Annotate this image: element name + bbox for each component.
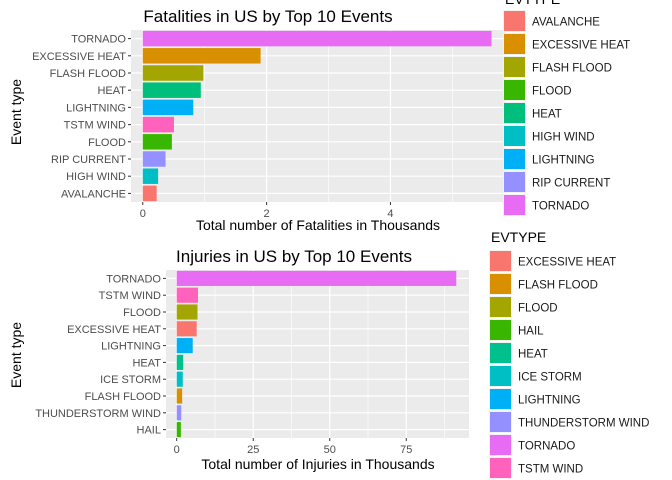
injuries-bar — [176, 354, 184, 370]
fatalities-legend-label: HEAT — [532, 109, 562, 121]
injuries-bar — [176, 338, 193, 354]
injuries-bar — [176, 270, 457, 286]
injuries-legend-label: HEAT — [518, 349, 548, 361]
injuries-y-tick-label: FLASH FLOOD — [85, 391, 161, 403]
fatalities-legend-label: FLOOD — [532, 86, 572, 98]
fatalities-legend: EVTYPE AVALANCHE EXCESSIVE HEAT FLASH FLOOD… — [503, 0, 630, 216]
injuries-legend: EVTYPE EXCESSIVE HEAT FLASH FLOOD FLOOD HAIL… — [489, 229, 649, 479]
fatalities-y-tick-label: RIP CURRENT — [51, 154, 126, 166]
fatalities-legend-swatch — [504, 57, 525, 77]
fatalities-legend-label: AVALANCHE — [532, 17, 600, 29]
injuries-y-tick-label: ICE STORM — [100, 374, 161, 386]
fatalities-bar — [142, 82, 201, 98]
injuries-bar — [176, 304, 198, 320]
fatalities-legend-swatch — [504, 172, 525, 192]
fatalities-chart-title: Fatalities in US by Top 10 Events — [143, 7, 392, 26]
fatalities-legend-title: EVTYPE — [505, 0, 560, 7]
injuries-legend-swatch — [490, 297, 511, 317]
injuries-bar — [176, 371, 183, 387]
injuries-legend-label: EXCESSIVE HEAT — [518, 257, 616, 269]
fatalities-y-tick-label: FLOOD — [88, 137, 126, 149]
injuries-legend-label: ICE STORM — [518, 372, 582, 384]
fatalities-y-tick-label: HEAT — [97, 85, 126, 97]
fatalities-y-tick-label: HIGH WIND — [66, 171, 126, 183]
injuries-legend-label: THUNDERSTORM WIND — [518, 418, 649, 430]
fatalities-legend-swatch — [504, 126, 525, 146]
injuries-legend-swatch — [490, 320, 511, 340]
injuries-y-tick-label: LIGHTNING — [101, 341, 161, 353]
injuries-legend-label: TORNADO — [518, 441, 575, 453]
injuries-y-tick-label: TORNADO — [106, 273, 161, 285]
injuries-y-axis-title: Event type — [8, 322, 24, 388]
injuries-chart: Injuries in US by Top 10 Events Total nu… — [8, 229, 649, 479]
injuries-legend-swatch — [490, 251, 511, 271]
injuries-x-tick-label: 0 — [174, 444, 180, 456]
fatalities-legend-swatch — [504, 11, 525, 31]
injuries-x-tick-label: 50 — [324, 444, 336, 456]
injuries-y-tick-label: THUNDERSTORM WIND — [35, 408, 161, 420]
fatalities-legend-label: RIP CURRENT — [532, 178, 610, 190]
fatalities-bar — [142, 151, 166, 167]
injuries-y-tick-label: FLOOD — [123, 307, 161, 319]
injuries-y-tick-label: HEAT — [132, 357, 161, 369]
fatalities-y-tick-label: EXCESSIVE HEAT — [32, 51, 126, 63]
injuries-legend-swatch — [490, 274, 511, 294]
fatalities-chart: Fatalities in US by Top 10 Events Total … — [8, 0, 630, 233]
fatalities-legend-swatch — [504, 149, 525, 169]
fatalities-bar — [142, 185, 157, 202]
injuries-legend-label: FLOOD — [518, 303, 558, 315]
injuries-legend-swatch — [490, 435, 511, 455]
fatalities-y-tick-label: TSTM WIND — [64, 120, 126, 132]
fatalities-x-tick-label: 0 — [140, 208, 146, 220]
injuries-bar — [176, 405, 182, 421]
fatalities-bar — [142, 116, 174, 133]
injuries-bar — [176, 287, 199, 303]
fatalities-bar — [142, 99, 194, 116]
fatalities-legend-label: FLASH FLOOD — [532, 63, 612, 75]
fatalities-x-tick-label: 4 — [387, 208, 393, 220]
injuries-legend-label: HAIL — [518, 326, 544, 338]
injuries-y-tick-label: EXCESSIVE HEAT — [67, 324, 161, 336]
fatalities-legend-swatch — [504, 195, 525, 215]
fatalities-y-tick-label: FLASH FLOOD — [50, 68, 126, 80]
injuries-bar — [176, 422, 181, 438]
injuries-bar — [176, 388, 183, 404]
fatalities-bar — [142, 30, 492, 47]
injuries-x-tick-label: 75 — [400, 444, 412, 456]
fatalities-y-tick-label: TORNADO — [71, 34, 126, 46]
injuries-legend-swatch — [490, 343, 511, 363]
injuries-legend-swatch — [490, 412, 511, 432]
injuries-legend-label: TSTM WIND — [518, 464, 583, 476]
injuries-chart-title: Injuries in US by Top 10 Events — [176, 247, 412, 266]
fatalities-x-axis-title: Total number of Fatalities in Thousands — [196, 217, 440, 233]
injuries-x-axis-title: Total number of Injuries in Thousands — [201, 456, 434, 472]
fatalities-bar — [142, 48, 261, 64]
injuries-legend-label: LIGHTNING — [518, 395, 581, 407]
fatalities-legend-label: HIGH WIND — [532, 132, 595, 144]
injuries-y-tick-label: TSTM WIND — [99, 290, 161, 302]
fatalities-legend-swatch — [504, 103, 525, 123]
fatalities-y-tick-label: LIGHTNING — [66, 102, 126, 114]
fatalities-bar — [142, 168, 159, 184]
injuries-bar — [176, 321, 197, 337]
fatalities-y-axis-title: Event type — [8, 79, 24, 145]
fatalities-legend-label: TORNADO — [532, 201, 589, 213]
injuries-legend-label: FLASH FLOOD — [518, 280, 598, 292]
fatalities-bar — [142, 65, 204, 81]
fatalities-legend-swatch — [504, 34, 525, 54]
fatalities-legend-label: EXCESSIVE HEAT — [532, 40, 630, 52]
fatalities-x-tick-label: 2 — [264, 208, 270, 220]
injuries-legend-swatch — [490, 366, 511, 386]
injuries-legend-title: EVTYPE — [491, 229, 546, 245]
fatalities-legend-label: LIGHTNING — [532, 155, 595, 167]
injuries-legend-swatch — [490, 458, 511, 478]
injuries-x-tick-label: 25 — [247, 444, 259, 456]
fatalities-legend-swatch — [504, 80, 525, 100]
fatalities-bar — [142, 134, 172, 150]
injuries-legend-swatch — [490, 389, 511, 409]
injuries-plot-panel — [166, 270, 469, 438]
injuries-y-tick-label: HAIL — [137, 425, 161, 437]
fatalities-y-tick-label: AVALANCHE — [61, 188, 126, 200]
